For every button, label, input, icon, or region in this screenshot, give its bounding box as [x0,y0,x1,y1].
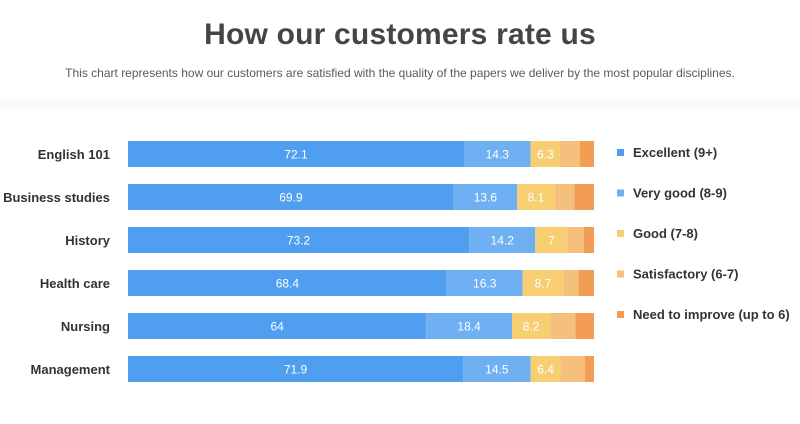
category-label-nursing: Nursing [61,319,110,334]
legend-swatch-satisfactory-6-7 [617,270,624,278]
bar-business-studies-very-good-8-9 [453,184,518,210]
data-label-management-excellent-9: 71.9 [284,363,308,377]
data-label-english-101-good-7-8: 6.3 [537,148,554,162]
bar-history-good-7-8 [535,227,568,253]
chart-subtitle: This chart represents how our customers … [65,66,735,80]
data-label-nursing-very-good-8-9: 18.4 [457,320,481,334]
legend-swatch-very-good-8-9 [617,189,624,197]
bar-business-studies-good-7-8 [517,184,555,210]
legend-label-excellent-9: Excellent (9+) [633,145,717,160]
data-label-health-care-good-7-8: 8.7 [535,277,552,291]
header-divider [0,98,800,112]
data-label-history-very-good-8-9: 14.2 [491,234,515,248]
data-label-english-101-excellent-9: 72.1 [284,148,308,162]
bar-health-care-excellent-9 [128,270,447,296]
legend-label-need-to-improve-up-to-6: Need to improve (up to 6) [633,307,790,322]
bar-english-101-excellent-9 [128,141,464,167]
bar-health-care-very-good-8-9 [446,270,523,296]
data-label-business-studies-excellent-9: 69.9 [279,191,303,205]
bar-history-very-good-8-9 [469,227,536,253]
bar-nursing-very-good-8-9 [426,313,512,339]
bar-nursing-need-to-improve-up-to-6 [575,313,594,339]
legend-label-good-7-8: Good (7-8) [633,226,698,241]
bar-health-care-good-7-8 [522,270,564,296]
bars-group: 72.1 14.3 6.3 69.9 13.6 8.1 73.2 14.2 7 68.4 16.3 8… [128,141,594,382]
bar-english-101-good-7-8 [530,141,560,167]
legend: Excellent (9+) Very good (8-9) Good (7-8) S… [617,145,790,322]
data-label-management-good-7-8: 6.4 [537,363,554,377]
legend-swatch-excellent-9 [617,149,624,156]
bar-management-good-7-8 [530,356,561,382]
category-label-history: History [65,233,111,248]
bar-nursing-satisfactory-6-7 [550,313,576,339]
bar-management-satisfactory-6-7 [560,356,585,382]
category-label-english-101: English 101 [38,147,110,162]
legend-label-very-good-8-9: Very good (8-9) [633,186,727,201]
bar-english-101-very-good-8-9 [463,141,531,167]
bar-history-need-to-improve-up-to-6 [583,227,594,253]
category-label-health-care: Health care [40,276,110,291]
bar-history-satisfactory-6-7 [567,227,584,253]
category-label-business-studies: Business studies [3,190,110,205]
bar-nursing-good-7-8 [511,313,551,339]
data-label-nursing-excellent-9: 64 [270,320,284,334]
data-label-english-101-very-good-8-9: 14.3 [486,148,510,162]
bar-history-excellent-9 [128,227,470,253]
legend-swatch-good-7-8 [617,230,624,237]
data-label-history-excellent-9: 73.2 [287,234,311,248]
chart-title: How our customers rate us [204,18,596,51]
bar-business-studies-need-to-improve-up-to-6 [574,184,594,210]
bar-health-care-satisfactory-6-7 [563,270,579,296]
data-label-management-very-good-8-9: 14.5 [485,363,509,377]
legend-swatch-need-to-improve-up-to-6 [617,311,624,318]
category-labels: English 101 Business studies History Health… [3,147,111,377]
data-label-nursing-good-7-8: 8.2 [523,320,540,334]
bar-nursing-excellent-9 [128,313,427,339]
category-label-management: Management [31,362,111,377]
data-label-business-studies-very-good-8-9: 13.6 [474,191,498,205]
bar-management-very-good-8-9 [463,356,531,382]
data-label-health-care-excellent-9: 68.4 [276,277,300,291]
bar-health-care-need-to-improve-up-to-6 [578,270,594,296]
bar-english-101-need-to-improve-up-to-6 [580,141,594,167]
bar-business-studies-satisfactory-6-7 [554,184,575,210]
data-label-business-studies-good-7-8: 8.1 [528,191,545,205]
bar-management-excellent-9 [128,356,464,382]
data-label-history-good-7-8: 7 [548,234,555,248]
bar-management-need-to-improve-up-to-6 [584,356,594,382]
bar-business-studies-excellent-9 [128,184,454,210]
legend-label-satisfactory-6-7: Satisfactory (6-7) [633,267,738,282]
bar-english-101-satisfactory-6-7 [559,141,581,167]
data-label-health-care-very-good-8-9: 16.3 [473,277,497,291]
